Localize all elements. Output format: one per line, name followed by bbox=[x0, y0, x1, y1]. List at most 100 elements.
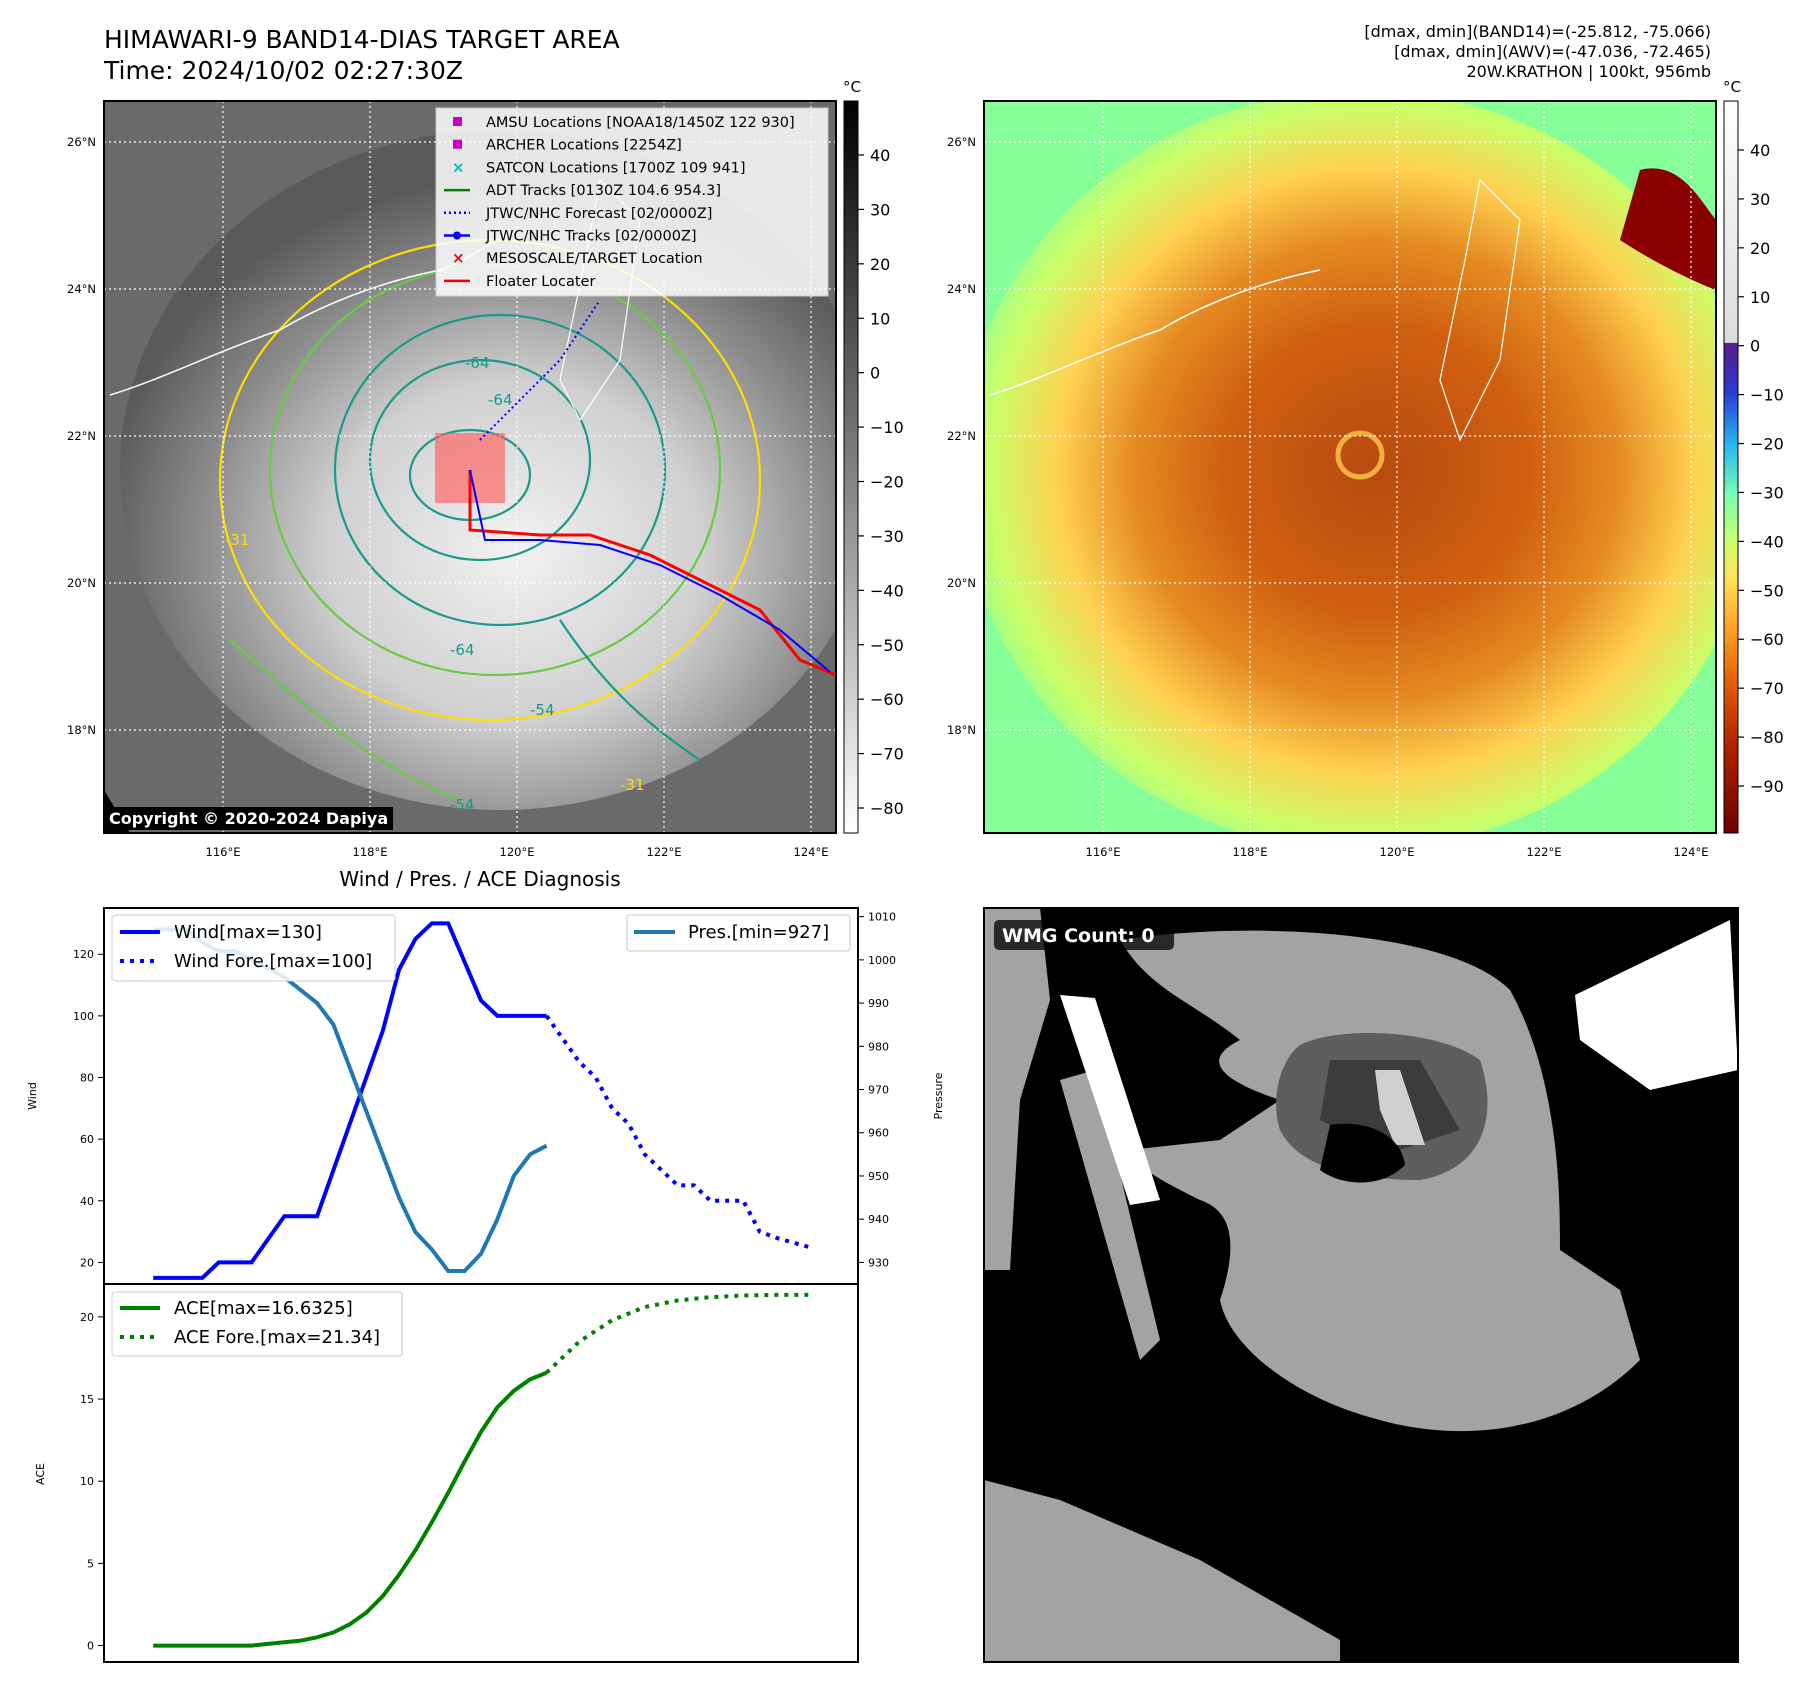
colorbar-tick-label: −50 bbox=[1750, 581, 1784, 600]
colorbar-tick-label: −60 bbox=[870, 690, 904, 709]
colorbar-ticks: 40 30 20 10 0 −10 −20 −30 −40 −50 −60 −70 −80 bbox=[858, 146, 904, 818]
lon-label: 124°E bbox=[1674, 845, 1709, 859]
wmg-count-label: WMG Count: 0 bbox=[1002, 925, 1155, 947]
colorbar-tick-label: −10 bbox=[1750, 386, 1784, 405]
pressure-tick-label: 950 bbox=[868, 1170, 889, 1183]
ace-line bbox=[153, 1370, 548, 1648]
map-legend: AMSU Locations [NOAA18/1450Z 122 930] ARC… bbox=[444, 115, 795, 290]
wind-line bbox=[153, 921, 547, 1280]
contour-label: -54 bbox=[450, 796, 475, 814]
colorbar-tick-label: −80 bbox=[1750, 728, 1784, 747]
legend-label: MESOSCALE/TARGET Location bbox=[486, 251, 703, 267]
chart-title: HIMAWARI-9 BAND14-DIAS TARGET AREA Time:… bbox=[104, 24, 620, 86]
lat-label: 20°N bbox=[67, 576, 96, 590]
legend-label: ARCHER Locations [2254Z] bbox=[486, 138, 682, 154]
lon-label: 122°E bbox=[647, 845, 682, 859]
wind-axis-label: Wind bbox=[26, 1082, 39, 1110]
wind-legend-box bbox=[111, 914, 396, 982]
colorbar-tick-label: −90 bbox=[1750, 777, 1784, 796]
storm-info: 20W.KRATHON | 100kt, 956mb bbox=[1466, 62, 1711, 81]
diagnosis-title: Wind / Pres. / ACE Diagnosis bbox=[339, 867, 620, 891]
ace-tick-label: 15 bbox=[80, 1393, 94, 1406]
legend-label: Pres.[min=927] bbox=[688, 922, 829, 943]
cold-cloud-cell bbox=[1620, 168, 1716, 290]
map-axis-labels: 26°N 24°N 22°N 20°N 18°N 116°E 118°E 120°E 122°E… bbox=[67, 135, 828, 859]
lat-label: 18°N bbox=[67, 723, 96, 737]
eye-ring bbox=[1335, 430, 1385, 480]
wmg-frame bbox=[983, 907, 1739, 1663]
legend-label: ACE[max=16.6325] bbox=[174, 1298, 353, 1319]
pressure-tick-label: 930 bbox=[868, 1256, 889, 1269]
color-storm-cloud bbox=[984, 101, 1716, 833]
colorbar-unit: °C bbox=[1723, 78, 1741, 96]
pressure-tick-label: 1010 bbox=[868, 911, 896, 924]
wmg-badge bbox=[994, 920, 1174, 950]
color-map-frame bbox=[983, 100, 1717, 834]
pressure-tick-label: 970 bbox=[868, 1084, 889, 1097]
grayscale-colorbar bbox=[843, 100, 859, 834]
colorbar-tick-label: 30 bbox=[1750, 190, 1770, 209]
legend-label: Wind[max=130] bbox=[174, 922, 322, 943]
lon-label: 116°E bbox=[206, 845, 241, 859]
taiwan-outline bbox=[1439, 178, 1521, 442]
pressure-tick-label: 940 bbox=[868, 1213, 889, 1226]
lon-label: 118°E bbox=[1233, 845, 1268, 859]
ace-plot: 0 5 10 15 20 ACE[max=16.6325] ACE Fore.[max=21… bbox=[80, 1291, 809, 1653]
colorbar-tick-label: −20 bbox=[870, 473, 904, 492]
colorbar-ticks: 40 30 20 10 0 −10 −20 −30 −40 −50 −60 −70 −80 −90 bbox=[1738, 141, 1784, 796]
ace-legend-box bbox=[111, 1291, 403, 1357]
colorbar-tick-label: 0 bbox=[1750, 337, 1760, 356]
colorbar-tick-label: −70 bbox=[1750, 679, 1784, 698]
lon-label: 122°E bbox=[1527, 845, 1562, 859]
wind-pressure-axes bbox=[103, 907, 859, 1285]
colorbar-tick-label: −20 bbox=[1750, 435, 1784, 454]
lat-label: 20°N bbox=[947, 576, 976, 590]
title-time: Time: 2024/10/02 02:27:30Z bbox=[104, 56, 463, 85]
lon-label: 116°E bbox=[1086, 845, 1121, 859]
pressure-axis-label: Pressure bbox=[932, 1072, 945, 1119]
colorbar-tick-label: −30 bbox=[1750, 483, 1784, 502]
colorbar-unit: °C bbox=[843, 78, 861, 96]
title-satellite: HIMAWARI-9 BAND14-DIAS TARGET AREA bbox=[104, 25, 620, 54]
legend-marker bbox=[453, 117, 462, 126]
legend-label: SATCON Locations [1700Z 109 941] bbox=[486, 160, 745, 176]
band14-range: [dmax, dmin](BAND14)=(-25.812, -75.066) bbox=[1364, 22, 1711, 41]
pressure-legend-box bbox=[626, 914, 851, 952]
lat-label: 26°N bbox=[67, 135, 96, 149]
colorbar-tick-label: 20 bbox=[1750, 239, 1770, 258]
map-gridlines bbox=[984, 101, 1716, 833]
pressure-tick-label: 980 bbox=[868, 1040, 889, 1053]
ace-axis-label: ACE bbox=[34, 1463, 47, 1485]
ace-tick-label: 5 bbox=[87, 1557, 94, 1570]
contour-label: -31 bbox=[620, 776, 645, 794]
legend-marker: × bbox=[452, 158, 465, 176]
contour-label: -31 bbox=[225, 531, 250, 549]
coastline bbox=[989, 269, 1321, 396]
map-axis-labels: 26°N 24°N 22°N 20°N 18°N 116°E 118°E 120°E 122°E… bbox=[947, 135, 1708, 859]
legend-label: JTWC/NHC Forecast [02/0000Z] bbox=[485, 206, 712, 222]
colorbar-tick-label: 40 bbox=[1750, 141, 1770, 160]
contour-label: -54 bbox=[530, 701, 555, 719]
colorbar-tick-label: 0 bbox=[870, 364, 880, 383]
lat-label: 26°N bbox=[947, 135, 976, 149]
wmg-gray-region bbox=[1120, 930, 1640, 1432]
contour-label-group: -64 -64 -31 -64 -54 -54 -31 bbox=[225, 354, 645, 814]
lat-label: 24°N bbox=[947, 282, 976, 296]
legend-label: Floater Locater bbox=[486, 274, 595, 290]
wmg-panel bbox=[984, 908, 1738, 1662]
color-colorbar bbox=[1723, 100, 1739, 834]
legend-marker bbox=[453, 139, 462, 149]
lon-label: 120°E bbox=[500, 845, 535, 859]
legend-box bbox=[435, 107, 829, 297]
colorbar-tick-label: −10 bbox=[870, 418, 904, 437]
legend-label: ADT Tracks [0130Z 104.6 954.3] bbox=[486, 183, 721, 199]
wind-tick-label: 20 bbox=[80, 1256, 94, 1269]
lon-label: 118°E bbox=[353, 845, 388, 859]
wind-tick-label: 80 bbox=[80, 1072, 94, 1085]
colorbar-tick-label: 10 bbox=[870, 309, 890, 328]
lat-label: 18°N bbox=[947, 723, 976, 737]
colorbar-tick-label: −80 bbox=[870, 799, 904, 818]
colorbar-tick-label: 30 bbox=[870, 200, 890, 219]
colorbar-tick-label: −70 bbox=[870, 745, 904, 764]
